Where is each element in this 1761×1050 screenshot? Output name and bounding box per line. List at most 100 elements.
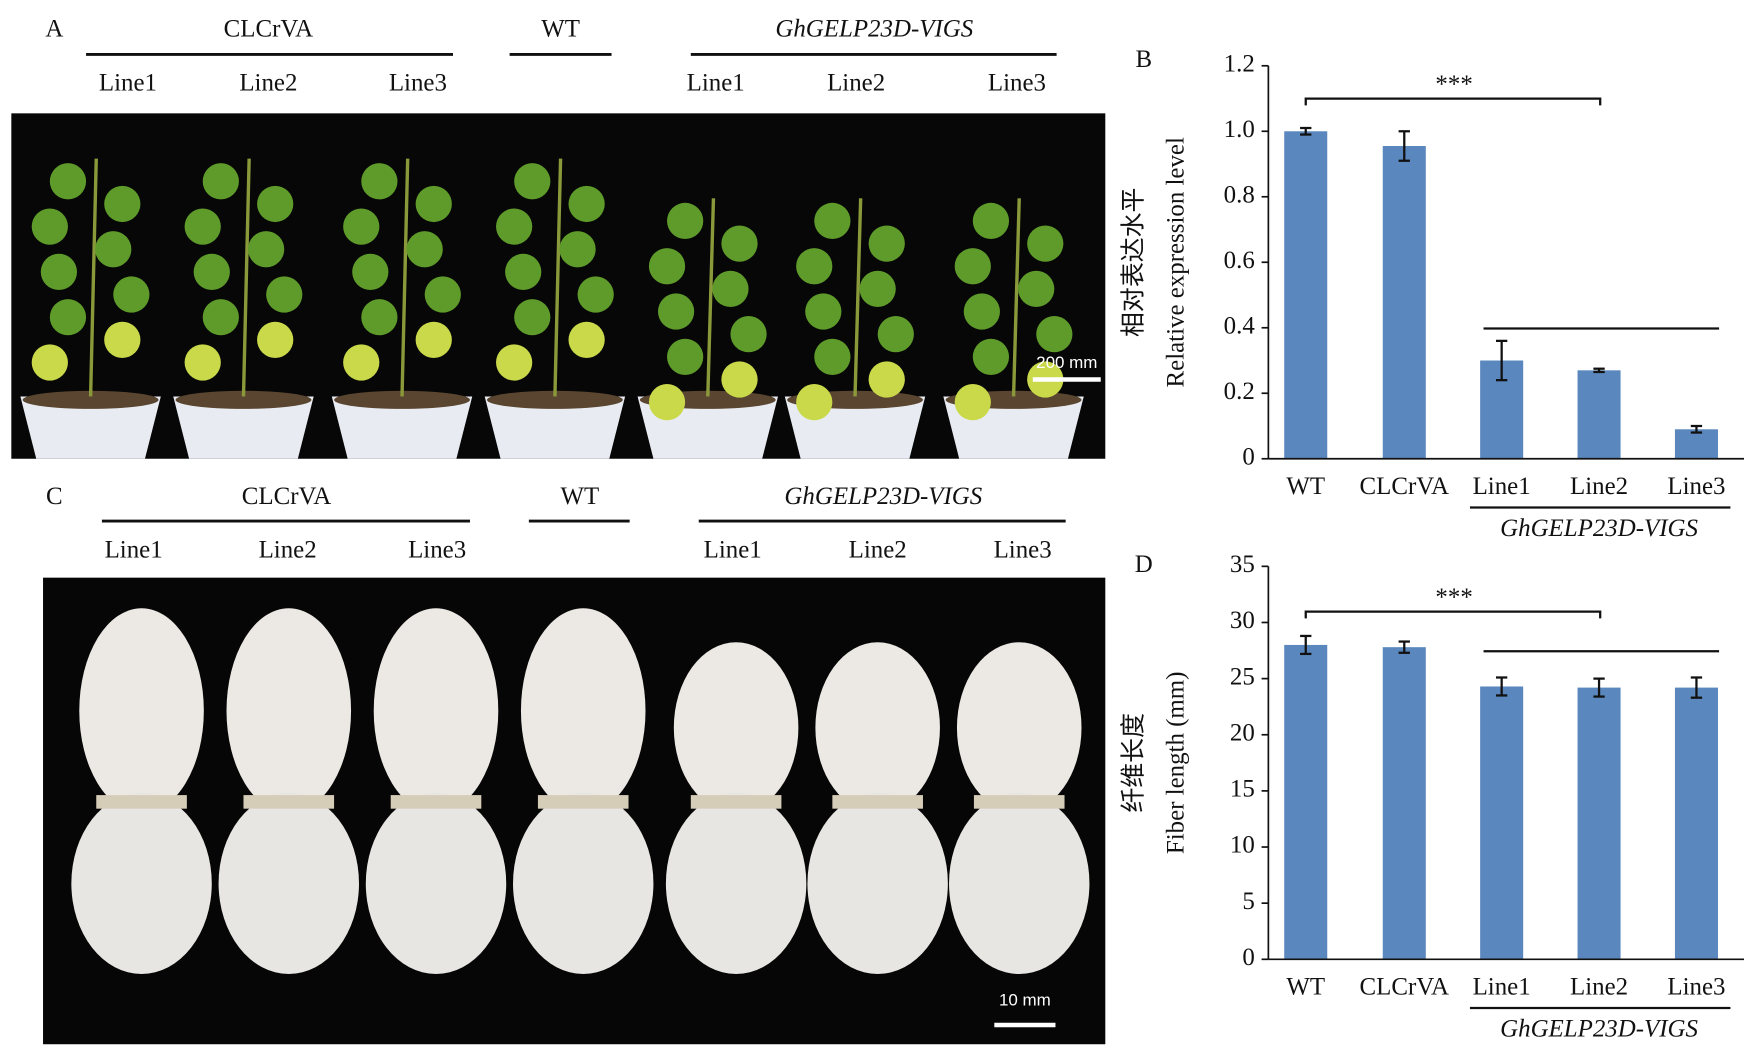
leaf xyxy=(972,338,1010,375)
panel-label: C xyxy=(46,483,63,510)
line-label: Line3 xyxy=(988,70,1046,97)
leaf xyxy=(1018,270,1055,307)
leaf xyxy=(657,293,695,330)
y-tick-label: 0.4 xyxy=(1224,312,1256,339)
leaf xyxy=(514,299,551,336)
bar xyxy=(1577,370,1621,459)
leaf xyxy=(257,321,294,358)
pot xyxy=(20,396,161,459)
group-label: CLCrVA xyxy=(242,483,332,510)
leaf xyxy=(266,276,303,313)
leaf xyxy=(31,208,68,245)
leaf xyxy=(496,344,533,381)
leaf xyxy=(568,321,605,358)
soil xyxy=(486,390,623,409)
group-label: GhGELP23D-VIGS xyxy=(784,483,982,510)
group-label: GhGELP23D-VIGS xyxy=(775,15,973,42)
line-label: Line3 xyxy=(389,70,447,97)
fiber xyxy=(373,608,499,814)
fiber xyxy=(226,608,352,814)
stem xyxy=(853,198,863,397)
fiber-knot xyxy=(390,795,482,809)
fiber xyxy=(807,792,948,975)
leaf xyxy=(95,231,132,268)
fiber xyxy=(665,792,807,975)
soil xyxy=(334,390,470,409)
leaf xyxy=(361,163,398,200)
fiber xyxy=(673,642,799,814)
x-tick-label: Line3 xyxy=(1667,473,1725,500)
y-tick-label: 30 xyxy=(1230,607,1255,634)
leaf xyxy=(648,248,686,285)
leaf xyxy=(505,253,542,291)
leaf xyxy=(796,248,833,285)
y-tick-label: 15 xyxy=(1230,776,1255,803)
photo-content xyxy=(20,158,1090,975)
bar xyxy=(1674,429,1718,459)
leaf xyxy=(352,253,389,291)
leaf xyxy=(496,208,533,245)
leaf xyxy=(730,316,767,353)
fiber xyxy=(956,642,1082,814)
x-tick-label: WT xyxy=(1286,973,1325,1000)
fiber xyxy=(79,608,204,814)
leaf xyxy=(667,338,704,375)
group-label: CLCrVA xyxy=(224,15,314,42)
leaf xyxy=(721,225,758,262)
y-tick-label: 0.6 xyxy=(1224,247,1255,274)
leaf xyxy=(963,293,1000,330)
bar xyxy=(1674,687,1718,960)
soil xyxy=(22,390,159,409)
stem xyxy=(400,158,410,397)
x-tick-label: Line1 xyxy=(1473,973,1531,1000)
group-label: GhGELP23D-VIGS xyxy=(1500,515,1698,542)
leaf xyxy=(248,231,285,268)
fiber xyxy=(218,792,359,975)
leaf xyxy=(868,361,905,398)
soil xyxy=(175,390,312,409)
bar xyxy=(1382,647,1426,960)
y-tick-label: 25 xyxy=(1230,663,1255,690)
line-label: Line3 xyxy=(408,536,466,563)
fiber-knot xyxy=(96,795,187,809)
y-tick-label: 1.2 xyxy=(1224,50,1255,77)
leaf xyxy=(877,316,914,353)
leaf xyxy=(40,253,78,291)
leaf xyxy=(648,384,686,421)
y-tick-label: 0 xyxy=(1242,443,1254,470)
line-label: Line1 xyxy=(704,536,762,563)
bar xyxy=(1284,644,1328,960)
scale-bar-label: 200 mm xyxy=(1036,353,1097,372)
stem xyxy=(553,158,563,397)
leaf xyxy=(113,276,150,313)
significance-bracket xyxy=(1304,97,1602,106)
line-label: Line2 xyxy=(827,70,885,97)
y-tick-label: 5 xyxy=(1242,888,1254,915)
significance-label: *** xyxy=(1435,584,1472,611)
leaf xyxy=(406,231,443,268)
leaf xyxy=(184,344,221,381)
panel-label: D xyxy=(1135,551,1153,578)
leaf xyxy=(559,231,596,268)
y-axis-label: Fiber length (mm) xyxy=(1162,672,1189,855)
leaf xyxy=(49,163,87,200)
fiber-knot xyxy=(537,795,629,809)
bar xyxy=(1382,146,1426,459)
pot xyxy=(331,396,473,459)
fiber-knot xyxy=(832,795,923,809)
group-label: WT xyxy=(560,483,599,510)
line-label: Line1 xyxy=(99,70,157,97)
leaf xyxy=(972,202,1010,240)
leaf xyxy=(415,185,452,223)
fiber xyxy=(520,608,646,814)
y-tick-label: 10 xyxy=(1230,832,1255,859)
leaf xyxy=(814,202,851,240)
line-label: Line1 xyxy=(687,70,745,97)
leaf xyxy=(868,225,905,262)
fiber-knot xyxy=(243,795,335,809)
leaf xyxy=(104,185,141,223)
significance-label: *** xyxy=(1435,71,1472,98)
x-tick-label: WT xyxy=(1286,473,1325,500)
x-tick-label: Line2 xyxy=(1570,473,1628,500)
